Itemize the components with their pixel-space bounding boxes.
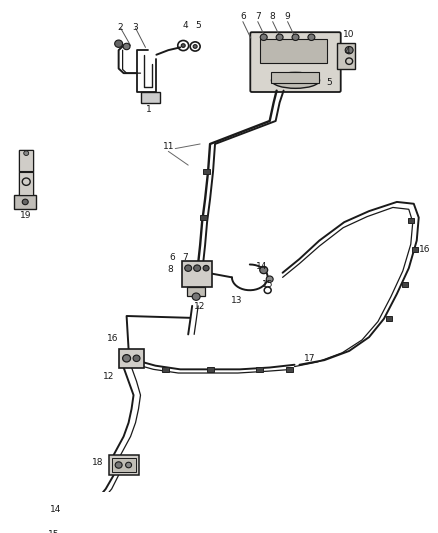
Text: 8: 8 [167,265,173,274]
Bar [187,287,205,296]
Bar [402,282,408,287]
Text: 16: 16 [419,245,430,254]
Text: 18: 18 [92,458,103,467]
Bar [162,367,169,372]
Text: 10: 10 [343,30,355,39]
Circle shape [133,355,140,361]
Circle shape [276,34,283,41]
FancyBboxPatch shape [250,32,341,92]
Bar [256,367,263,372]
Text: 15: 15 [262,280,273,289]
Text: 6: 6 [170,253,175,262]
Circle shape [126,462,131,468]
Circle shape [260,266,268,273]
Text: 9: 9 [285,12,290,21]
Bar [141,92,160,102]
Text: 14: 14 [50,505,62,514]
Circle shape [260,34,267,41]
Circle shape [123,354,131,362]
Circle shape [203,265,209,271]
Bar [14,195,36,209]
Text: 17: 17 [304,354,315,363]
Circle shape [78,510,85,516]
Circle shape [194,265,201,271]
Text: 5: 5 [195,21,201,30]
Text: 7: 7 [255,12,261,21]
Circle shape [185,265,192,271]
Text: 5: 5 [326,78,332,87]
Text: 4: 4 [344,47,350,56]
Bar [19,173,33,195]
Bar [286,367,293,372]
Circle shape [115,462,122,468]
Bar [109,455,138,475]
Text: 1: 1 [145,106,151,115]
Circle shape [123,43,130,50]
Text: 12: 12 [194,302,206,311]
Bar [412,247,418,252]
Bar [200,215,207,220]
Text: 19: 19 [19,211,31,220]
Bar [119,349,145,368]
Text: 7: 7 [182,253,188,262]
Bar [271,72,319,83]
Bar [19,150,33,195]
Text: 15: 15 [48,529,60,533]
Text: 16: 16 [107,334,118,343]
Circle shape [308,34,315,41]
Bar [207,367,214,372]
Circle shape [115,40,123,47]
Text: 6: 6 [240,12,246,21]
Bar [112,458,135,472]
Text: 2: 2 [118,22,124,31]
Bar [386,317,392,321]
Text: 12: 12 [103,372,114,381]
Circle shape [193,45,197,49]
Ellipse shape [272,72,320,88]
Bar [182,261,212,287]
Bar [337,43,355,69]
Circle shape [192,293,200,301]
Bar [408,218,414,223]
Text: 11: 11 [162,142,174,151]
Circle shape [68,508,76,515]
Circle shape [22,199,28,205]
Text: 4: 4 [182,21,188,30]
Text: 14: 14 [256,262,268,271]
Text: 8: 8 [270,12,276,21]
Circle shape [181,44,185,47]
Circle shape [72,532,79,533]
Bar [67,523,85,533]
Text: 13: 13 [231,296,243,305]
Circle shape [266,276,273,282]
Circle shape [345,46,353,54]
Bar [203,169,209,174]
Bar [260,39,327,63]
Circle shape [292,34,299,41]
Circle shape [24,151,29,156]
Bar [19,150,33,171]
Text: 3: 3 [133,22,138,31]
